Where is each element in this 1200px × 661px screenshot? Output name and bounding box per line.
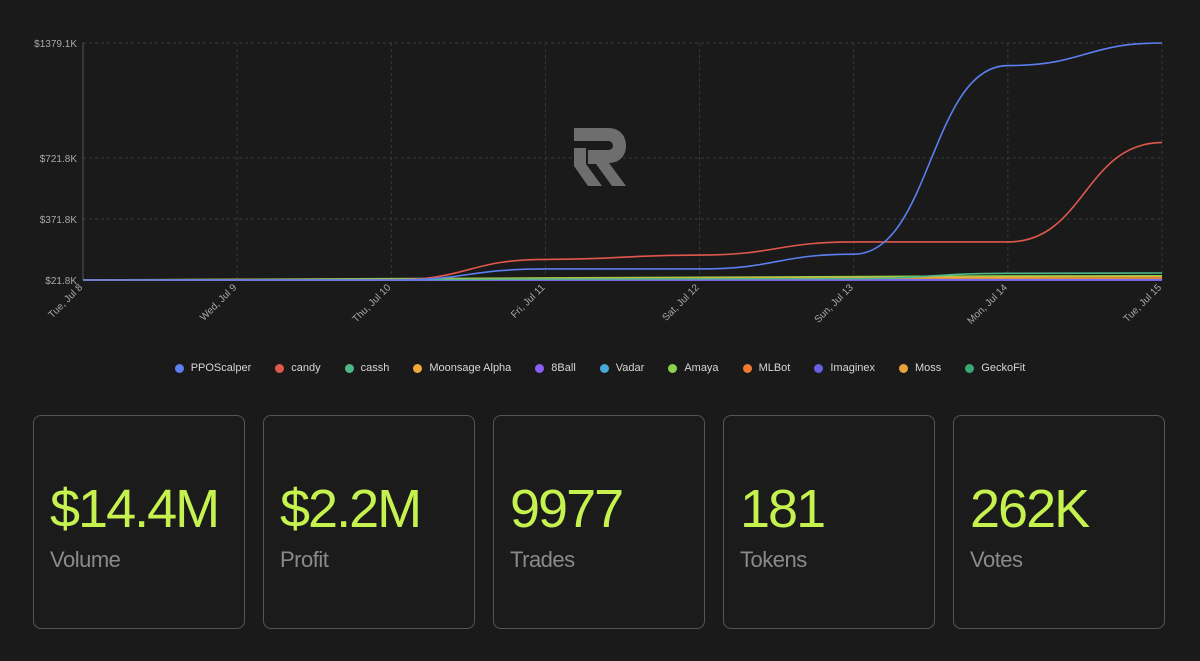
x-tick-label: Tue, Jul 15 — [1122, 282, 1165, 325]
legend-label: PPOScalper — [190, 362, 252, 374]
x-tick-label: Tue, Jul 8 — [47, 282, 86, 321]
stat-value: 181 — [740, 479, 826, 539]
legend-label: Moss — [915, 362, 942, 374]
legend-item-amaya[interactable]: Amaya — [668, 362, 719, 374]
legend-item-pposcalper[interactable]: PPOScalper — [174, 362, 252, 374]
x-tick-label: Mon, Jul 14 — [966, 282, 1011, 327]
x-tick-label: Thu, Jul 10 — [351, 282, 394, 325]
x-tick-label: Fri, Jul 11 — [509, 282, 548, 321]
series-line-pposcalper — [83, 42, 1163, 281]
legend-dot-icon — [965, 363, 975, 373]
stat-value: $2.2M — [280, 479, 422, 539]
legend-item-cassh[interactable]: cassh — [344, 362, 390, 374]
legend-dot-icon — [599, 363, 609, 373]
legend-label: Imaginex — [830, 362, 875, 374]
x-tick-label: Wed, Jul 9 — [198, 282, 239, 323]
y-tick-label: $21.8K — [45, 276, 77, 287]
legend-label: cassh — [360, 362, 390, 374]
y-axis-ticks: $21.8K $371.8K $721.8K $1379.1K — [34, 39, 77, 287]
stat-card-volume: $14.4M Volume — [33, 415, 245, 629]
legend-dot-icon — [899, 363, 908, 373]
stat-label: Profit — [280, 547, 329, 572]
y-tick-label: $721.8K — [40, 154, 78, 165]
legend-dot-icon — [413, 363, 423, 373]
legend-item-moonsage-alpha[interactable]: Moonsage Alpha — [413, 362, 511, 374]
x-tick-label: Sat, Jul 12 — [660, 282, 701, 323]
x-axis-ticks: Tue, Jul 8 Wed, Jul 9 Thu, Jul 10 Fri, Jul … — [47, 282, 1165, 327]
legend-item-imaginex[interactable]: Imaginex — [814, 362, 875, 374]
legend-item-vadar[interactable]: Vadar — [599, 362, 645, 374]
chart-legend: PPOScalper candy cassh Moonsage Alpha 8Ball V… — [0, 362, 1200, 374]
legend-label: candy — [291, 362, 321, 374]
legend-label: Moonsage Alpha — [429, 362, 512, 374]
stat-card-votes: 262K Votes — [953, 415, 1165, 629]
legend-dot-icon — [344, 363, 354, 373]
stat-card-tokens: 181 Tokens — [723, 415, 935, 629]
stat-value: 9977 — [510, 479, 624, 539]
legend-item-moss[interactable]: Moss — [899, 362, 941, 374]
legend-dot-icon — [814, 363, 824, 373]
stat-card-profit: $2.2M Profit — [263, 415, 475, 629]
y-tick-label: $371.8K — [40, 215, 78, 226]
stat-value: 262K — [970, 479, 1090, 539]
stat-label: Volume — [50, 547, 121, 572]
stats-row: $14.4M Volume $2.2M Profit 9977 Trades 1… — [33, 415, 1165, 629]
legend-label: GeckoFit — [981, 362, 1026, 374]
r-logo-icon — [574, 128, 626, 186]
legend-item-mlbot[interactable]: MLBot — [742, 362, 791, 374]
legend-dot-icon — [535, 363, 545, 373]
legend-item-8ball[interactable]: 8Ball — [535, 362, 576, 374]
legend-label: Amaya — [684, 362, 719, 374]
legend-dot-icon — [742, 363, 752, 373]
y-tick-label: $1379.1K — [34, 39, 77, 50]
legend-dot-icon — [668, 363, 678, 373]
stat-label: Trades — [510, 547, 575, 572]
legend-dot-icon — [174, 363, 184, 373]
line-chart: $21.8K $371.8K $721.8K $1379.1K Tue, Jul 8 W… — [34, 39, 1165, 327]
chart-series — [82, 42, 1163, 281]
legend-label: MLBot — [758, 362, 791, 374]
x-tick-label: Sun, Jul 13 — [813, 282, 856, 325]
stat-card-trades: 9977 Trades — [493, 415, 705, 629]
stat-label: Tokens — [740, 547, 807, 572]
legend-item-candy[interactable]: candy — [275, 362, 321, 374]
legend-label: Vadar — [615, 362, 645, 374]
legend-label: 8Ball — [551, 362, 576, 374]
stat-label: Votes — [970, 547, 1023, 572]
stat-value: $14.4M — [50, 479, 220, 539]
legend-item-geckofit[interactable]: GeckoFit — [965, 362, 1025, 374]
legend-dot-icon — [275, 363, 285, 373]
